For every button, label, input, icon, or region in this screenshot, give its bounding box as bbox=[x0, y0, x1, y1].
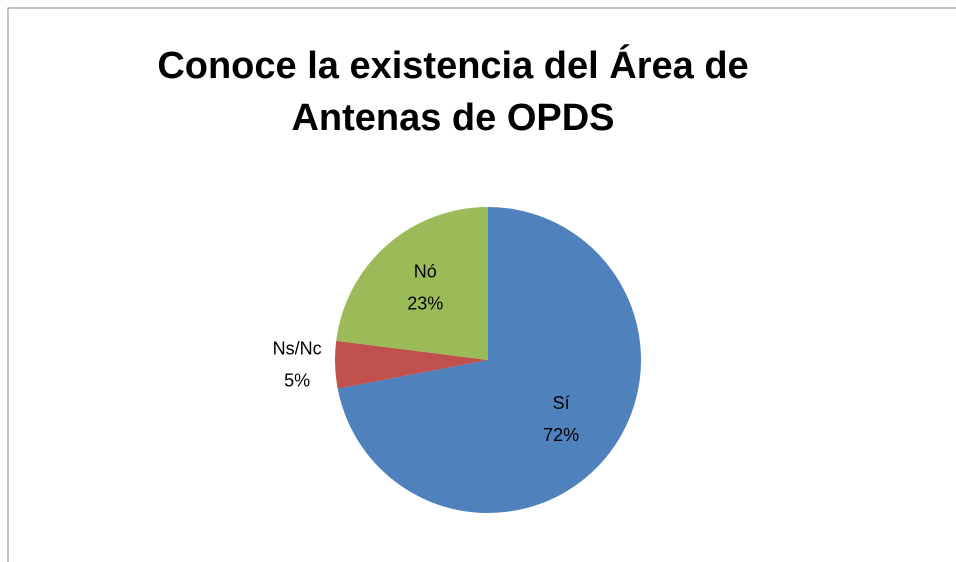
pie-slice bbox=[335, 340, 488, 389]
chart-title: Conoce la existencia del Área de Antenas… bbox=[157, 45, 749, 139]
pie-slice bbox=[337, 207, 642, 514]
slice-value-label: 72% bbox=[543, 425, 579, 445]
slice-label: Sí bbox=[553, 393, 570, 413]
slice-label: Nó bbox=[414, 262, 437, 282]
slice-label: Ns/Nc bbox=[273, 339, 322, 359]
pie-slice bbox=[336, 207, 488, 360]
slice-value-label: 23% bbox=[407, 294, 443, 314]
slice-value-label: 5% bbox=[284, 371, 310, 391]
chart-border bbox=[7, 7, 956, 562]
